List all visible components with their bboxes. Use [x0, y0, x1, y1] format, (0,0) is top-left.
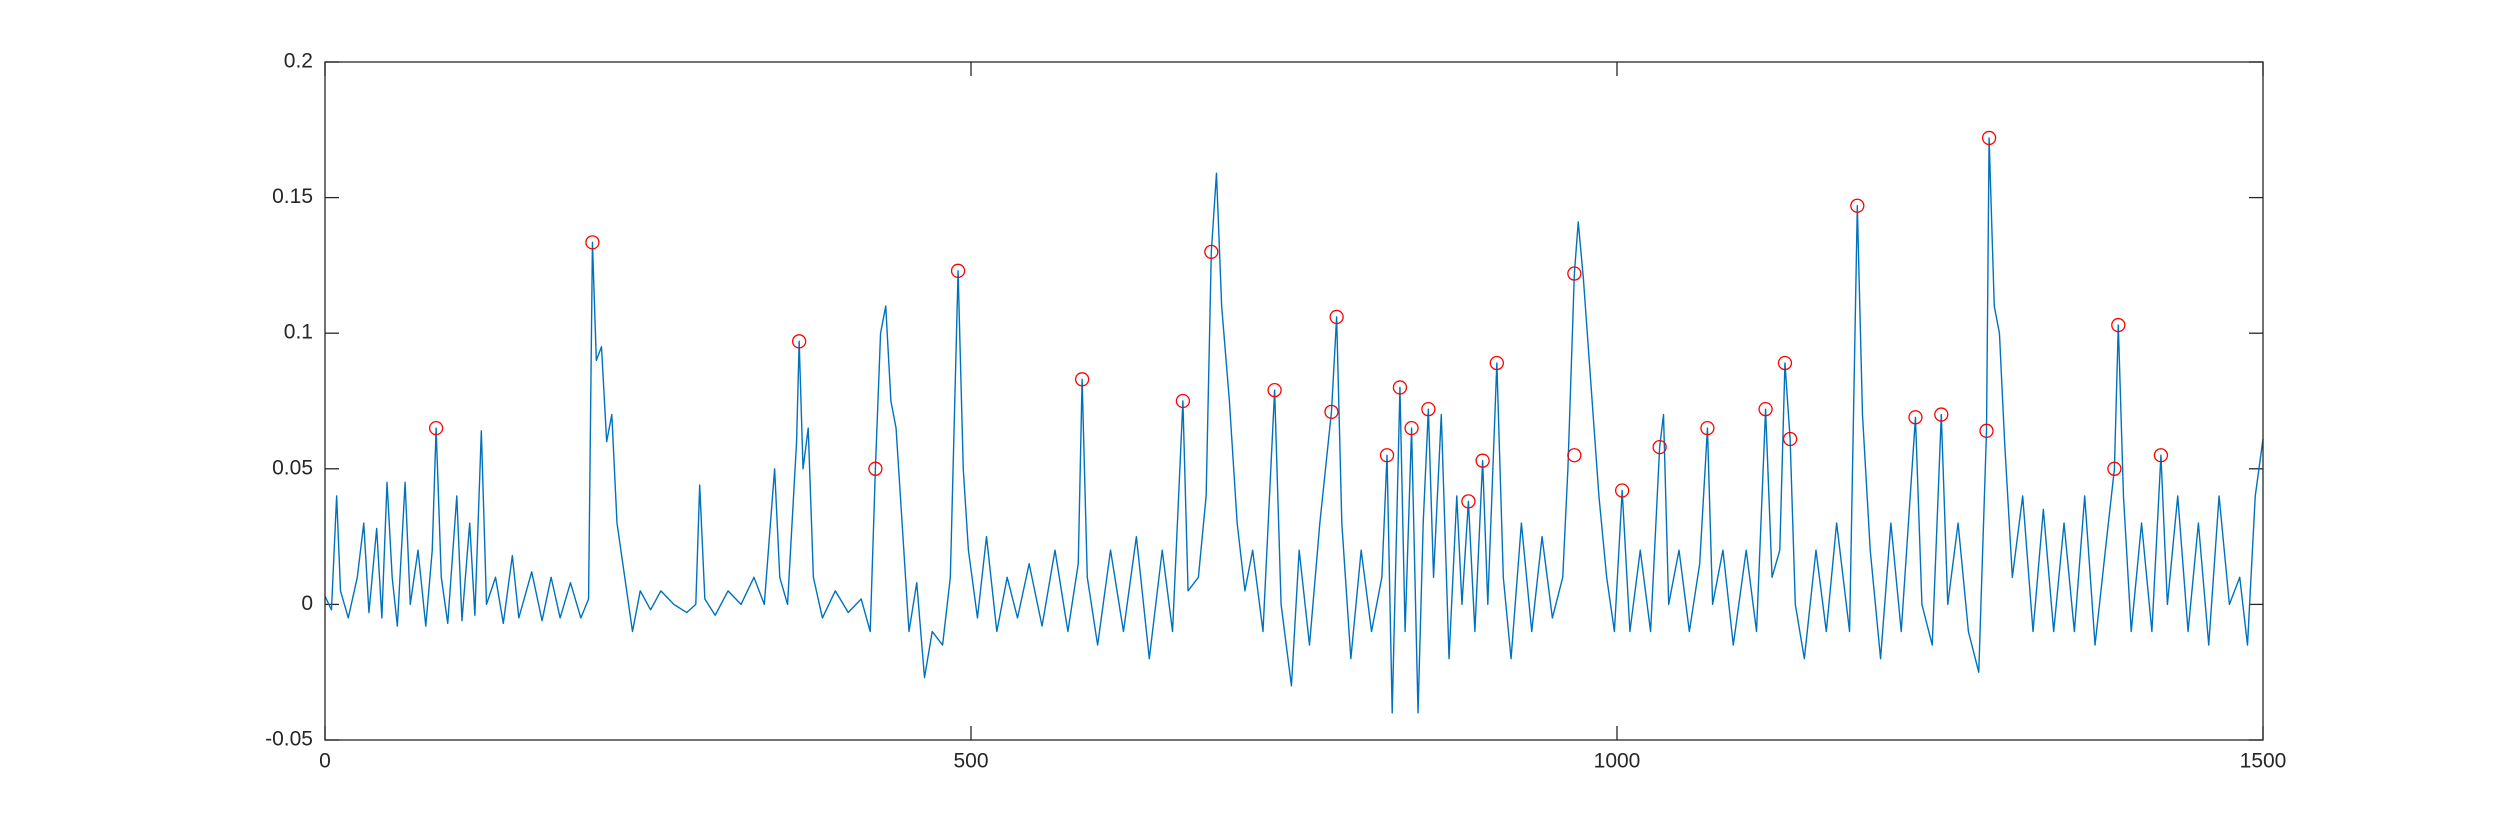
peak-marker: [1782, 431, 1798, 447]
peak-marker: [1908, 410, 1923, 425]
y-tick-label: 0.1: [284, 321, 313, 344]
peak-marker: [1489, 355, 1504, 371]
peak-marker: [1567, 266, 1582, 281]
peak-marker: [1567, 448, 1582, 463]
peak-marker: [1267, 383, 1282, 398]
peak-marker: [1204, 244, 1219, 259]
peak-marker: [1324, 404, 1339, 419]
peak-marker: [1175, 393, 1191, 409]
signal-line: [324, 137, 2264, 714]
y-tick-label: 0: [301, 592, 313, 615]
peak-marker: [1461, 494, 1476, 509]
peak-marker: [1615, 483, 1630, 498]
peak-marker: [1379, 448, 1395, 463]
peak-marker: [585, 235, 600, 250]
x-tick-label: 1000: [1594, 750, 1641, 773]
y-tick-label: 0.05: [272, 456, 313, 479]
peak-marker: [1979, 423, 1994, 438]
peak-marker: [1981, 130, 1997, 146]
peak-marker: [1475, 453, 1490, 468]
peak-marker: [868, 461, 883, 476]
peak-marker: [1934, 407, 1949, 422]
y-tick-label: -0.05: [265, 728, 313, 751]
peak-marker: [1404, 420, 1419, 436]
y-tick-label: 0.15: [272, 185, 313, 208]
peak-marker: [792, 334, 807, 349]
peak-marker: [1329, 309, 1344, 325]
y-tick-label: 0.2: [284, 50, 313, 73]
peak-marker: [950, 263, 966, 278]
peak-marker: [2153, 448, 2169, 463]
peak-marker: [1777, 355, 1793, 371]
peak-marker: [1392, 380, 1408, 395]
peak-marker: [1700, 420, 1715, 436]
x-tick-label: 1500: [2240, 750, 2287, 773]
peak-marker: [1850, 198, 1865, 213]
peak-marker: [2111, 317, 2126, 333]
peak-marker: [1652, 439, 1667, 455]
peak-marker: [1074, 372, 1090, 387]
x-tick-label: 500: [953, 750, 988, 773]
peak-marker: [1758, 401, 1773, 417]
peak-marker: [2107, 461, 2122, 476]
x-tick-label: 0: [319, 750, 331, 773]
peak-marker: [428, 420, 444, 436]
peak-marker: [1421, 401, 1436, 417]
axes-box: [324, 61, 2264, 741]
